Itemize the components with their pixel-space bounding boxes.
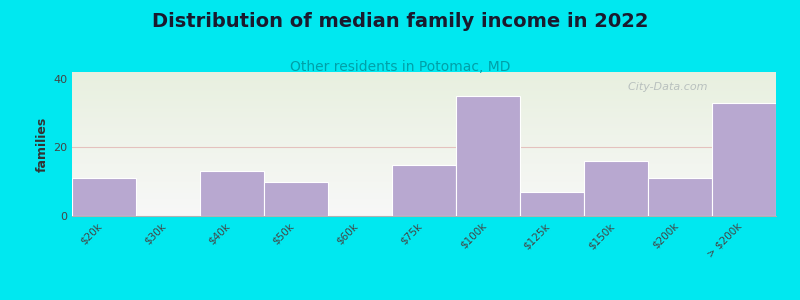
Y-axis label: families: families	[36, 116, 49, 172]
Text: City-Data.com: City-Data.com	[621, 82, 708, 92]
Text: Distribution of median family income in 2022: Distribution of median family income in …	[152, 12, 648, 31]
Bar	[392, 165, 456, 216]
Bar	[200, 171, 264, 216]
Bar	[456, 96, 520, 216]
Bar	[72, 178, 136, 216]
Bar	[264, 182, 328, 216]
Bar	[648, 178, 712, 216]
Bar	[584, 161, 648, 216]
Bar	[712, 103, 776, 216]
Text: Other residents in Potomac, MD: Other residents in Potomac, MD	[290, 60, 510, 74]
Bar	[520, 192, 584, 216]
